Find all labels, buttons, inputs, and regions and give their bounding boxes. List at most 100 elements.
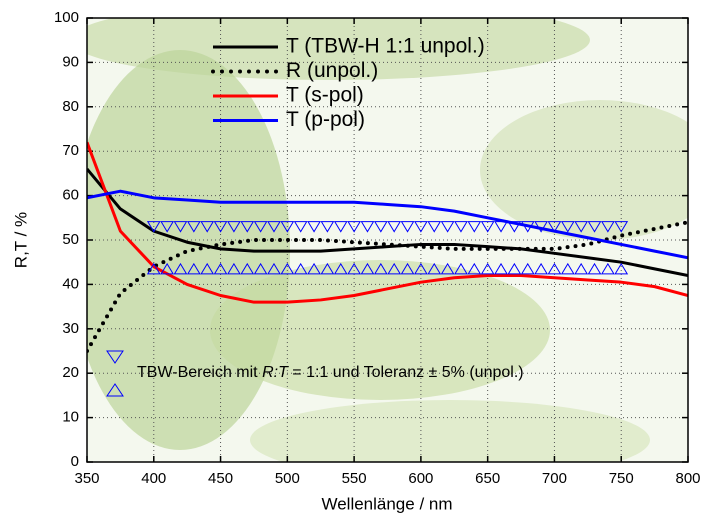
marker	[160, 262, 175, 275]
marker	[293, 262, 308, 275]
marker	[227, 221, 241, 233]
marker	[414, 262, 428, 275]
legend-label: T (TBW-H 1:1 unpol.)	[286, 35, 485, 58]
marker	[574, 221, 589, 233]
marker	[146, 221, 161, 233]
series-line	[87, 167, 688, 277]
marker	[320, 262, 335, 275]
marker	[480, 221, 495, 233]
marker	[400, 221, 415, 233]
y-tick-label: 100	[54, 9, 79, 26]
marker	[614, 221, 629, 233]
y-tick-label: 20	[62, 364, 79, 381]
series-line	[87, 189, 688, 260]
y-tick-label: 10	[62, 409, 79, 426]
marker	[267, 221, 281, 233]
marker	[253, 262, 268, 275]
marker	[440, 262, 455, 275]
marker	[320, 221, 335, 233]
marker	[600, 262, 615, 275]
marker	[280, 262, 295, 275]
marker	[347, 262, 361, 275]
marker	[173, 262, 188, 275]
marker	[560, 262, 575, 275]
marker	[173, 221, 188, 233]
marker	[360, 262, 375, 275]
marker	[360, 221, 375, 233]
legend-label: T (s-pol)	[286, 84, 364, 107]
plot-frame	[86, 17, 689, 463]
marker	[333, 262, 348, 275]
y-axis-label: R,T / %	[11, 212, 30, 268]
marker	[347, 221, 361, 233]
x-axis-label: Wellenlänge / nm	[321, 494, 452, 513]
y-tick-label: 80	[62, 98, 79, 115]
marker	[307, 221, 321, 233]
marker	[587, 262, 602, 275]
marker	[240, 221, 255, 233]
marker	[240, 262, 255, 275]
marker	[480, 262, 495, 275]
annotation-part: TBW-Bereich mit	[137, 364, 262, 381]
annotation-part: R:T	[262, 364, 289, 381]
marker	[587, 221, 602, 233]
marker	[333, 221, 348, 233]
marker	[200, 221, 215, 233]
marker	[547, 262, 562, 275]
annotation-symbol	[106, 383, 124, 397]
marker	[467, 221, 482, 233]
marker	[387, 221, 402, 233]
marker	[186, 262, 201, 275]
marker	[494, 262, 508, 275]
legend-label: T (p-pol)	[286, 108, 365, 131]
x-tick-label: 700	[542, 470, 567, 487]
y-tick-label: 40	[62, 275, 79, 292]
marker	[373, 262, 388, 275]
y-tick-label: 30	[62, 320, 79, 337]
marker	[560, 221, 575, 233]
y-tick-label: 60	[62, 187, 79, 204]
marker	[213, 221, 228, 233]
x-tick-label: 650	[475, 470, 500, 487]
y-tick-label: 90	[62, 53, 79, 70]
marker	[494, 221, 508, 233]
x-tick-label: 750	[609, 470, 634, 487]
x-tick-label: 450	[208, 470, 233, 487]
x-tick-label: 400	[141, 470, 166, 487]
marker	[293, 221, 308, 233]
marker	[507, 262, 522, 275]
x-tick-label: 550	[342, 470, 367, 487]
y-tick-label: 0	[71, 453, 79, 470]
marker	[200, 262, 215, 275]
marker	[440, 221, 455, 233]
marker	[454, 221, 468, 233]
marker	[146, 262, 161, 275]
x-tick-label: 500	[275, 470, 300, 487]
marker	[280, 221, 295, 233]
marker	[574, 262, 589, 275]
marker	[253, 221, 268, 233]
marker	[414, 221, 428, 233]
x-tick-label: 800	[675, 470, 700, 487]
marker	[467, 262, 482, 275]
marker	[547, 221, 562, 233]
marker	[520, 221, 535, 233]
x-tick-label: 600	[408, 470, 433, 487]
marker	[213, 262, 228, 275]
marker	[534, 262, 548, 275]
y-tick-label: 50	[62, 231, 79, 248]
annotation-symbol	[106, 350, 124, 364]
annotation-part: = 1:1 und Toleranz ± 5% (unpol.)	[288, 364, 524, 381]
marker	[160, 221, 175, 233]
legend-label: R (unpol.)	[286, 59, 378, 82]
annotation: TBW-Bereich mit R:T = 1:1 und Toleranz ±…	[137, 364, 524, 381]
marker	[600, 221, 615, 233]
marker	[307, 262, 321, 275]
marker	[454, 262, 468, 275]
marker	[227, 262, 241, 275]
marker	[373, 221, 388, 233]
x-tick-label: 350	[74, 470, 99, 487]
series-line	[87, 141, 688, 304]
marker	[427, 262, 442, 275]
marker	[427, 221, 442, 233]
